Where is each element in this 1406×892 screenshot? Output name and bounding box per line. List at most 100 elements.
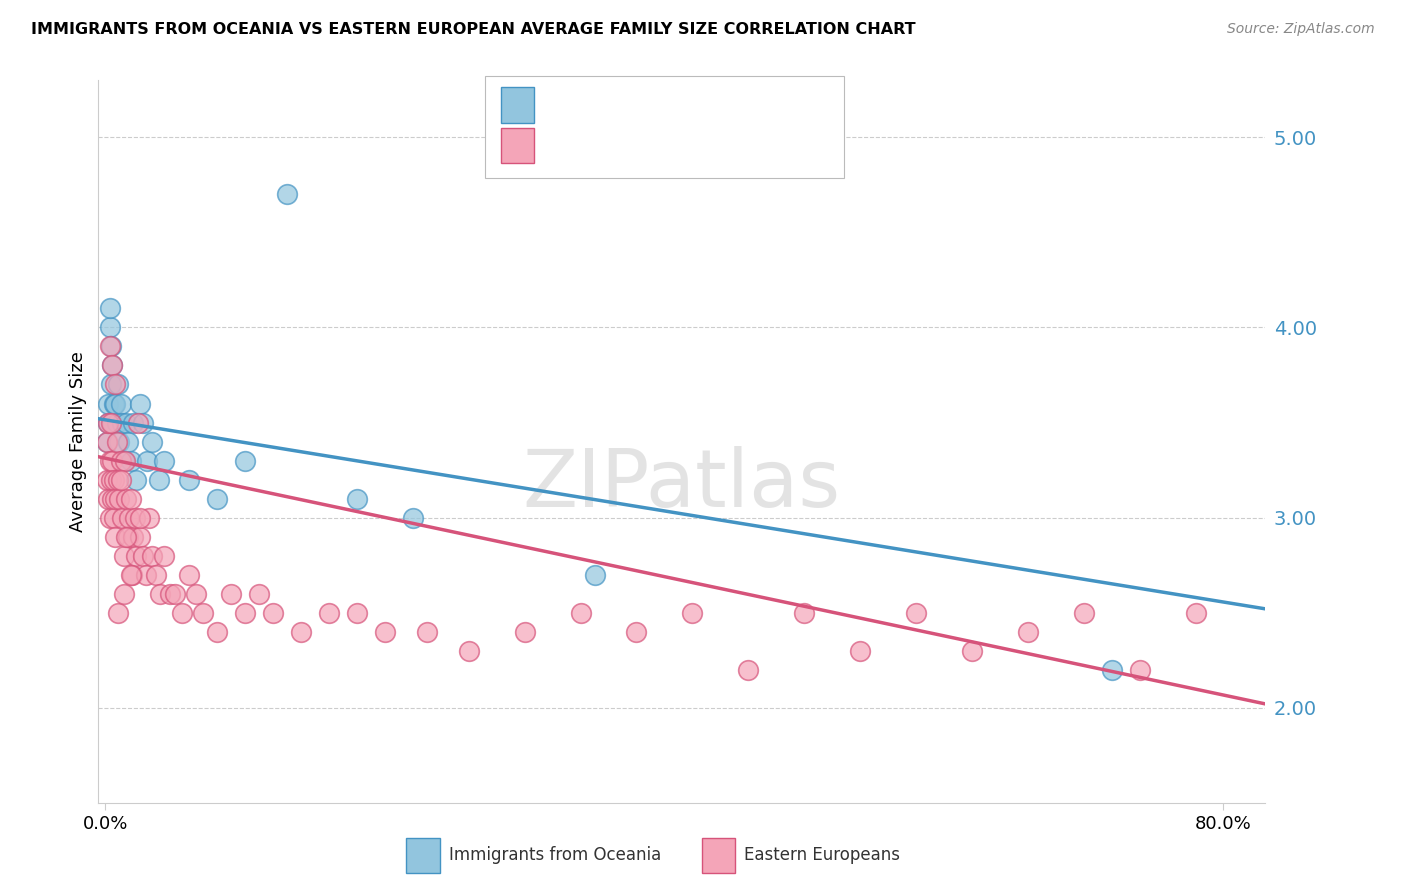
Y-axis label: Average Family Size: Average Family Size [69,351,87,532]
Point [107,377,129,392]
Point [96,434,118,449]
Point [112,453,135,467]
Point [118,510,141,524]
Point [165,587,187,601]
Point [96,473,118,487]
Point [205,491,228,506]
Point [135,567,157,582]
Point [145,567,167,582]
Point [98,301,121,316]
Point [97,416,120,430]
Point [103,510,125,524]
Point [583,567,606,582]
Point [115,416,138,430]
Point [96,434,118,449]
Point [100,416,122,430]
Point [120,567,142,582]
Point [108,491,131,506]
Point [129,530,152,544]
Point [110,453,132,467]
Point [318,606,340,620]
Point [101,416,124,430]
Point [136,453,159,467]
Point [457,643,479,657]
Point [105,416,128,430]
Point [100,473,122,487]
Point [101,359,124,373]
Point [346,491,368,506]
Point [104,491,127,506]
Point [141,549,163,563]
Point [103,396,125,410]
Point [172,606,194,620]
Point [112,549,135,563]
Point [117,530,139,544]
Point [98,510,121,524]
Point [101,453,124,467]
Point [127,416,149,430]
Point [103,473,125,487]
Point [120,453,142,467]
Point [98,453,121,467]
Point [247,587,270,601]
Point [104,530,127,544]
Point [112,587,135,601]
Point [115,530,138,544]
Text: Immigrants from Oceania: Immigrants from Oceania [449,847,661,864]
Point [125,549,148,563]
Point [149,587,172,601]
Text: Source: ZipAtlas.com: Source: ZipAtlas.com [1227,22,1375,37]
Point [569,606,592,620]
Point [1073,606,1095,620]
Point [104,377,127,392]
Point [97,416,120,430]
Point [101,359,124,373]
Point [107,606,129,620]
Point [121,567,143,582]
Point [100,339,122,353]
Point [97,396,120,410]
Point [129,510,152,524]
Point [120,491,142,506]
Point [107,473,129,487]
Point [179,567,201,582]
Point [132,416,155,430]
Point [346,606,368,620]
Point [219,587,242,601]
Point [110,396,132,410]
Point [122,416,145,430]
Point [960,643,983,657]
Text: R = -0.308   N = 36: R = -0.308 N = 36 [547,96,740,114]
Point [1129,663,1152,677]
Point [153,549,176,563]
Point [1101,663,1123,677]
Point [186,587,208,601]
Point [233,453,256,467]
Point [111,510,134,524]
Point [129,396,152,410]
Point [117,434,139,449]
Point [262,606,284,620]
Point [125,473,148,487]
Point [98,339,121,353]
Point [416,624,439,639]
Point [114,453,136,467]
Point [124,510,146,524]
Point [110,473,132,487]
Point [402,510,425,524]
Point [737,663,759,677]
Point [290,624,312,639]
Point [108,434,131,449]
Point [97,491,120,506]
Point [122,530,145,544]
Point [148,473,170,487]
Point [159,587,181,601]
Text: R = -0.365   N = 78: R = -0.365 N = 78 [547,136,740,154]
Point [100,377,122,392]
Point [233,606,256,620]
Text: ZIPatlas: ZIPatlas [523,446,841,524]
Text: IMMIGRANTS FROM OCEANIA VS EASTERN EUROPEAN AVERAGE FAMILY SIZE CORRELATION CHAR: IMMIGRANTS FROM OCEANIA VS EASTERN EUROP… [31,22,915,37]
Point [1184,606,1206,620]
Point [205,624,228,639]
Point [849,643,872,657]
